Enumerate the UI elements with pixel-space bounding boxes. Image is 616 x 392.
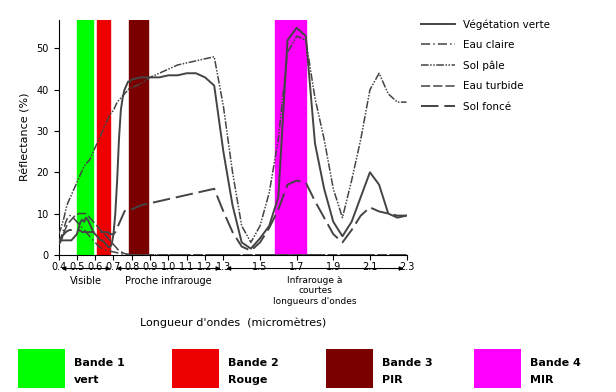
Bar bbox=[129, 20, 148, 255]
Eau claire bbox=[384, 252, 392, 257]
Line: Sol foncé: Sol foncé bbox=[59, 181, 407, 250]
Eau claire bbox=[357, 252, 365, 257]
Text: PIR: PIR bbox=[382, 375, 402, 385]
Eau turbide bbox=[128, 252, 136, 257]
Text: Bande 2: Bande 2 bbox=[228, 358, 278, 368]
Bar bbox=[97, 20, 110, 255]
Sol pâle bbox=[117, 96, 124, 100]
Végétation verte bbox=[59, 238, 66, 243]
Eau turbide bbox=[75, 211, 83, 216]
Y-axis label: Réflectance (%): Réflectance (%) bbox=[21, 93, 31, 181]
Sol foncé bbox=[73, 228, 81, 232]
Text: Bande 1: Bande 1 bbox=[74, 358, 124, 368]
Sol pâle bbox=[384, 91, 392, 96]
Eau claire bbox=[403, 252, 410, 257]
Line: Eau turbide: Eau turbide bbox=[59, 214, 407, 255]
Eau claire bbox=[75, 221, 83, 226]
Sol pâle bbox=[59, 221, 66, 226]
Text: Proche infrarouge: Proche infrarouge bbox=[125, 276, 212, 286]
Text: Bande 4: Bande 4 bbox=[530, 358, 581, 368]
Sol pâle bbox=[247, 240, 254, 245]
Eau claire bbox=[66, 213, 73, 218]
Végétation verte bbox=[147, 75, 154, 80]
Sol foncé bbox=[293, 178, 301, 183]
Eau turbide bbox=[119, 250, 126, 255]
Text: MIR: MIR bbox=[530, 375, 553, 385]
Eau turbide bbox=[55, 242, 62, 247]
Text: Rouge: Rouge bbox=[228, 375, 267, 385]
Eau claire bbox=[119, 252, 126, 256]
Sol foncé bbox=[59, 234, 66, 239]
Eau turbide bbox=[403, 252, 410, 257]
Sol foncé bbox=[247, 248, 254, 253]
Sol pâle bbox=[73, 180, 81, 185]
Eau turbide bbox=[59, 236, 66, 241]
Végétation verte bbox=[357, 195, 365, 200]
Eau turbide bbox=[357, 252, 365, 257]
Bar bbox=[275, 20, 306, 255]
Text: vert: vert bbox=[74, 375, 99, 385]
Sol foncé bbox=[117, 218, 124, 222]
Sol foncé bbox=[147, 201, 154, 205]
Line: Eau claire: Eau claire bbox=[59, 216, 407, 255]
Eau turbide bbox=[384, 252, 392, 257]
Sol pâle bbox=[147, 75, 154, 80]
Sol foncé bbox=[403, 213, 410, 218]
Legend: Végétation verte, Eau claire, Sol pâle, Eau turbide, Sol foncé: Végétation verte, Eau claire, Sol pâle, … bbox=[417, 15, 554, 116]
Végétation verte bbox=[55, 238, 62, 243]
Line: Végétation verte: Végétation verte bbox=[59, 28, 407, 249]
Sol foncé bbox=[55, 238, 62, 243]
Sol pâle bbox=[357, 137, 365, 142]
Sol pâle bbox=[403, 100, 410, 105]
Text: Visible: Visible bbox=[70, 276, 102, 286]
Végétation verte bbox=[73, 232, 81, 236]
Végétation verte bbox=[117, 108, 124, 113]
Text: Bande 3: Bande 3 bbox=[382, 358, 432, 368]
Eau turbide bbox=[73, 213, 81, 218]
Bar bbox=[77, 20, 94, 255]
Végétation verte bbox=[384, 211, 392, 216]
Végétation verte bbox=[403, 213, 410, 218]
Line: Sol pâle: Sol pâle bbox=[59, 36, 407, 242]
Eau turbide bbox=[164, 252, 172, 257]
Eau claire bbox=[164, 252, 172, 257]
Végétation verte bbox=[293, 25, 301, 30]
Sol foncé bbox=[384, 211, 392, 216]
Text: Longueur d'ondes  (micromètres): Longueur d'ondes (micromètres) bbox=[140, 318, 326, 328]
Text: Infrarouge à
courtes
longueurs d'ondes: Infrarouge à courtes longueurs d'ondes bbox=[274, 276, 357, 306]
Eau claire bbox=[59, 232, 66, 236]
Eau claire bbox=[137, 252, 145, 257]
Sol foncé bbox=[357, 213, 365, 218]
Végétation verte bbox=[247, 246, 254, 251]
Eau claire bbox=[55, 240, 62, 245]
Sol pâle bbox=[55, 232, 62, 236]
Sol pâle bbox=[293, 34, 301, 38]
